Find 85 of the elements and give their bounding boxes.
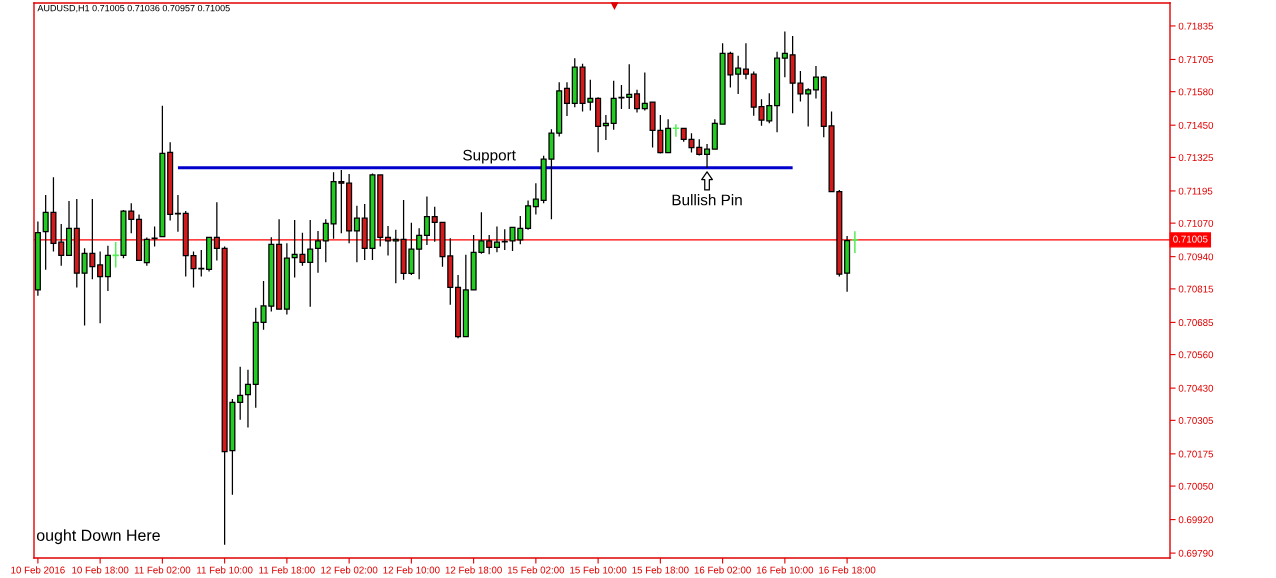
y-tick-label: 0.71195 <box>1178 187 1213 195</box>
y-tick-label: 0.71705 <box>1178 56 1214 64</box>
y-tick-label: 0.70050 <box>1178 482 1214 490</box>
x-tick-label: 12 Feb 02:00 <box>321 566 378 574</box>
candlestick <box>844 235 851 293</box>
candlestick <box>665 118 672 154</box>
candlestick <box>151 225 158 248</box>
candlestick <box>283 242 290 316</box>
candlestick <box>136 213 143 261</box>
y-tick-label: 0.71580 <box>1178 88 1214 96</box>
candlestick <box>167 141 174 222</box>
candlestick <box>237 366 244 421</box>
candlestick <box>159 105 166 238</box>
candlestick <box>416 227 423 280</box>
candlestick <box>704 143 711 169</box>
candlestick <box>34 220 41 297</box>
x-tick-label: 15 Feb 10:00 <box>570 566 627 574</box>
candlestick <box>206 236 213 273</box>
y-tick-label: 0.70305 <box>1178 417 1214 424</box>
y-tick-label: 0.70940 <box>1178 253 1214 261</box>
candlestick <box>104 245 111 292</box>
candlestick <box>672 124 680 137</box>
candlestick <box>392 229 399 284</box>
x-tick-label: 10 Feb 2016 <box>11 566 65 574</box>
candlestick <box>525 199 532 231</box>
candlestick <box>97 250 104 324</box>
candlestick <box>532 182 539 216</box>
candlestick <box>556 81 563 138</box>
x-tick-label: 10 Feb 18:00 <box>72 566 129 574</box>
candlestick <box>112 241 119 268</box>
candlestick <box>602 114 609 141</box>
y-tick-label: 0.69790 <box>1178 549 1214 557</box>
candlestick <box>65 200 73 256</box>
candlestick <box>805 87 812 128</box>
candlestick <box>423 195 430 246</box>
x-tick-label: 12 Feb 10:00 <box>383 566 440 574</box>
y-tick-label: 0.71325 <box>1178 154 1214 162</box>
candlestick <box>633 89 641 114</box>
candlestick <box>812 65 820 100</box>
candlestick <box>353 205 360 263</box>
y-tick-label: 0.70685 <box>1178 319 1214 327</box>
candlestick <box>742 42 749 80</box>
y-tick-label: 0.70430 <box>1178 384 1214 392</box>
candlestick <box>384 225 392 257</box>
x-tick-label: 11 Feb 02:00 <box>134 566 191 574</box>
ref-line-label: 0.71005 <box>1173 235 1208 243</box>
candlestick <box>174 194 181 233</box>
x-tick-label: 16 Feb 10:00 <box>756 566 814 574</box>
candlestick <box>346 173 353 244</box>
candlestick <box>276 218 283 310</box>
x-tick-label: 12 Feb 18:00 <box>445 566 502 574</box>
candlestick <box>486 234 493 255</box>
candlestick <box>735 55 742 95</box>
candlestick <box>595 96 602 153</box>
candlestick <box>143 236 150 267</box>
y-tick-label: 0.71835 <box>1178 22 1214 30</box>
candlestick <box>781 30 788 78</box>
candlestick <box>711 118 718 150</box>
series-label: Support <box>463 149 516 164</box>
y-tick-label: 0.69920 <box>1178 516 1214 524</box>
candlestick <box>774 51 781 133</box>
x-tick-label: 11 Feb 10:00 <box>197 566 253 574</box>
candlestick <box>851 231 859 254</box>
candlestick <box>213 201 220 262</box>
x-tick-label: 16 Feb 18:00 <box>819 566 876 574</box>
candlestick <box>462 254 469 338</box>
chart-title: AUDUSD,H1 0.71005 0.71036 0.70957 0.71005 <box>37 4 230 13</box>
annotation: Bullish Pin <box>672 194 742 206</box>
y-tick-label: 0.71070 <box>1178 219 1214 227</box>
y-tick-label: 0.71450 <box>1178 121 1214 129</box>
candlestick <box>314 230 322 274</box>
x-tick-label: 15 Feb 18:00 <box>632 566 689 574</box>
x-tick-label: 15 Feb 02:00 <box>507 566 565 574</box>
y-tick-label: 0.70175 <box>1178 450 1214 458</box>
candlestick <box>73 198 80 289</box>
y-tick-label: 0.70560 <box>1178 351 1214 359</box>
x-tick-label: 11 Feb 18:00 <box>259 566 315 574</box>
x-tick-label: 16 Feb 02:00 <box>694 566 751 574</box>
candlestick <box>493 225 500 253</box>
candlestick <box>244 369 252 429</box>
candlestick <box>641 71 648 112</box>
y-tick-label: 0.70815 <box>1178 285 1214 293</box>
annotation: ought Down Here <box>36 529 160 545</box>
candlestick <box>563 81 571 117</box>
candlestick <box>455 274 462 339</box>
